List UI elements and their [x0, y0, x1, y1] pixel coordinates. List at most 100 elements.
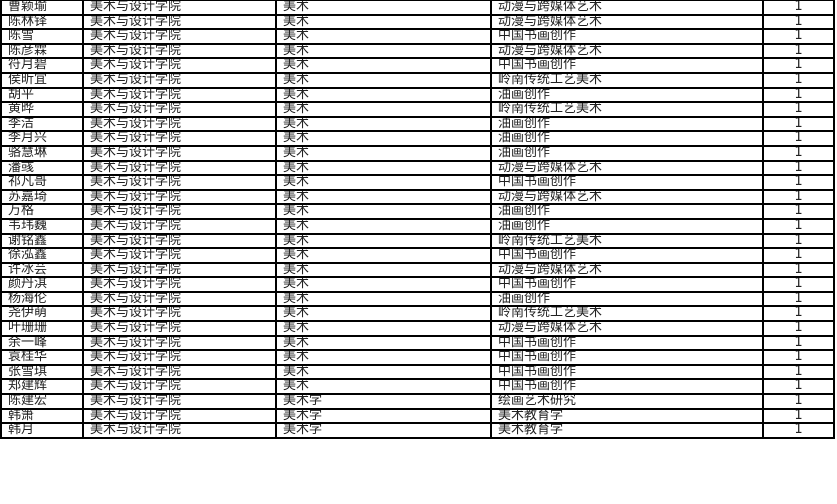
discipline-cell[interactable]: 美术 — [275, 320, 492, 337]
direction-cell[interactable]: 岭南传统工艺美术 — [490, 305, 764, 323]
direction-cell[interactable]: 美术教育学 — [490, 407, 764, 425]
college-cell[interactable]: 美术与设计学院 — [82, 261, 277, 279]
count-cell[interactable]: 1 — [762, 247, 835, 264]
direction-cell[interactable]: 油画创作 — [490, 86, 764, 104]
name-cell[interactable]: 颜丹淇 — [0, 276, 84, 293]
college-cell[interactable]: 美术与设计学院 — [82, 363, 277, 381]
discipline-cell[interactable]: 美术学 — [275, 422, 492, 439]
direction-cell[interactable]: 绘画艺术研究 — [490, 393, 764, 410]
name-cell[interactable]: 陈林铎 — [0, 13, 84, 31]
name-cell[interactable]: 尧伊萌 — [0, 305, 84, 323]
direction-cell[interactable]: 动漫与跨媒体艺术 — [490, 261, 764, 279]
count-cell[interactable]: 1 — [762, 378, 835, 396]
college-cell[interactable]: 美术与设计学院 — [82, 28, 277, 45]
count-cell[interactable]: 1 — [762, 71, 835, 89]
name-cell[interactable]: 韩月 — [0, 422, 84, 439]
direction-cell[interactable]: 中国书画创作 — [490, 276, 764, 293]
direction-cell[interactable]: 油画创作 — [490, 115, 764, 133]
direction-cell[interactable]: 中国书画创作 — [490, 57, 764, 74]
college-cell[interactable]: 美术与设计学院 — [82, 305, 277, 323]
name-cell[interactable]: 骆慧琳 — [0, 144, 84, 162]
direction-cell[interactable]: 中国书画创作 — [490, 28, 764, 45]
count-cell[interactable]: 1 — [762, 188, 835, 206]
count-cell[interactable]: 1 — [762, 305, 835, 323]
direction-cell[interactable]: 油画创作 — [490, 217, 764, 235]
college-cell[interactable]: 美术与设计学院 — [82, 247, 277, 264]
count-cell[interactable]: 1 — [762, 101, 835, 118]
name-cell[interactable]: 苏嘉琦 — [0, 188, 84, 206]
name-cell[interactable]: 余一峰 — [0, 334, 84, 352]
name-cell[interactable]: 徐泓鑫 — [0, 247, 84, 264]
direction-cell[interactable]: 油画创作 — [490, 290, 764, 308]
count-cell[interactable]: 1 — [762, 203, 835, 220]
direction-cell[interactable]: 油画创作 — [490, 144, 764, 162]
name-cell[interactable]: 万格 — [0, 203, 84, 220]
college-cell[interactable]: 美术与设计学院 — [82, 422, 277, 439]
discipline-cell[interactable]: 美术 — [275, 217, 492, 235]
discipline-cell[interactable]: 美术 — [275, 305, 492, 323]
discipline-cell[interactable]: 美术 — [275, 57, 492, 74]
name-cell[interactable]: 谢铭鑫 — [0, 232, 84, 250]
college-cell[interactable]: 美术与设计学院 — [82, 349, 277, 366]
discipline-cell[interactable]: 美术 — [275, 247, 492, 264]
direction-cell[interactable]: 岭南传统工艺美术 — [490, 101, 764, 118]
count-cell[interactable]: 1 — [762, 130, 835, 147]
count-cell[interactable]: 1 — [762, 0, 835, 16]
discipline-cell[interactable]: 美术 — [275, 115, 492, 133]
direction-cell[interactable]: 动漫与跨媒体艺术 — [490, 42, 764, 60]
count-cell[interactable]: 1 — [762, 115, 835, 133]
college-cell[interactable]: 美术与设计学院 — [82, 57, 277, 74]
name-cell[interactable]: 李月兴 — [0, 130, 84, 147]
name-cell[interactable]: 符月碧 — [0, 57, 84, 74]
direction-cell[interactable]: 中国书画创作 — [490, 349, 764, 366]
count-cell[interactable]: 1 — [762, 422, 835, 439]
count-cell[interactable]: 1 — [762, 320, 835, 337]
name-cell[interactable]: 袁桂华 — [0, 349, 84, 366]
count-cell[interactable]: 1 — [762, 261, 835, 279]
college-cell[interactable]: 美术与设计学院 — [82, 0, 277, 16]
name-cell[interactable]: 韩箫 — [0, 407, 84, 425]
discipline-cell[interactable]: 美术学 — [275, 393, 492, 410]
count-cell[interactable]: 1 — [762, 57, 835, 74]
college-cell[interactable]: 美术与设计学院 — [82, 407, 277, 425]
discipline-cell[interactable]: 美术 — [275, 86, 492, 104]
direction-cell[interactable]: 动漫与跨媒体艺术 — [490, 320, 764, 337]
discipline-cell[interactable]: 美术 — [275, 363, 492, 381]
college-cell[interactable]: 美术与设计学院 — [82, 42, 277, 60]
direction-cell[interactable]: 油画创作 — [490, 203, 764, 220]
name-cell[interactable]: 曹颖瑜 — [0, 0, 84, 16]
name-cell[interactable]: 韦玮巍 — [0, 217, 84, 235]
count-cell[interactable]: 1 — [762, 42, 835, 60]
direction-cell[interactable]: 中国书画创作 — [490, 363, 764, 381]
direction-cell[interactable]: 岭南传统工艺美术 — [490, 71, 764, 89]
direction-cell[interactable]: 动漫与跨媒体艺术 — [490, 159, 764, 177]
count-cell[interactable]: 1 — [762, 349, 835, 366]
college-cell[interactable]: 美术与设计学院 — [82, 320, 277, 337]
count-cell[interactable]: 1 — [762, 232, 835, 250]
direction-cell[interactable]: 中国书画创作 — [490, 174, 764, 191]
discipline-cell[interactable]: 美术 — [275, 203, 492, 220]
college-cell[interactable]: 美术与设计学院 — [82, 378, 277, 396]
college-cell[interactable]: 美术与设计学院 — [82, 188, 277, 206]
college-cell[interactable]: 美术与设计学院 — [82, 276, 277, 293]
college-cell[interactable]: 美术与设计学院 — [82, 13, 277, 31]
direction-cell[interactable]: 动漫与跨媒体艺术 — [490, 0, 764, 16]
college-cell[interactable]: 美术与设计学院 — [82, 217, 277, 235]
college-cell[interactable]: 美术与设计学院 — [82, 203, 277, 220]
direction-cell[interactable]: 动漫与跨媒体艺术 — [490, 188, 764, 206]
name-cell[interactable]: 潘彧 — [0, 159, 84, 177]
name-cell[interactable]: 胡平 — [0, 86, 84, 104]
count-cell[interactable]: 1 — [762, 217, 835, 235]
college-cell[interactable]: 美术与设计学院 — [82, 144, 277, 162]
discipline-cell[interactable]: 美术 — [275, 349, 492, 366]
name-cell[interactable]: 李洁 — [0, 115, 84, 133]
name-cell[interactable]: 杨海伦 — [0, 290, 84, 308]
name-cell[interactable]: 叶珊珊 — [0, 320, 84, 337]
college-cell[interactable]: 美术与设计学院 — [82, 174, 277, 191]
count-cell[interactable]: 1 — [762, 28, 835, 45]
college-cell[interactable]: 美术与设计学院 — [82, 130, 277, 147]
name-cell[interactable]: 陈彦霖 — [0, 42, 84, 60]
name-cell[interactable]: 陈建宏 — [0, 393, 84, 410]
discipline-cell[interactable]: 美术 — [275, 290, 492, 308]
direction-cell[interactable]: 中国书画创作 — [490, 334, 764, 352]
